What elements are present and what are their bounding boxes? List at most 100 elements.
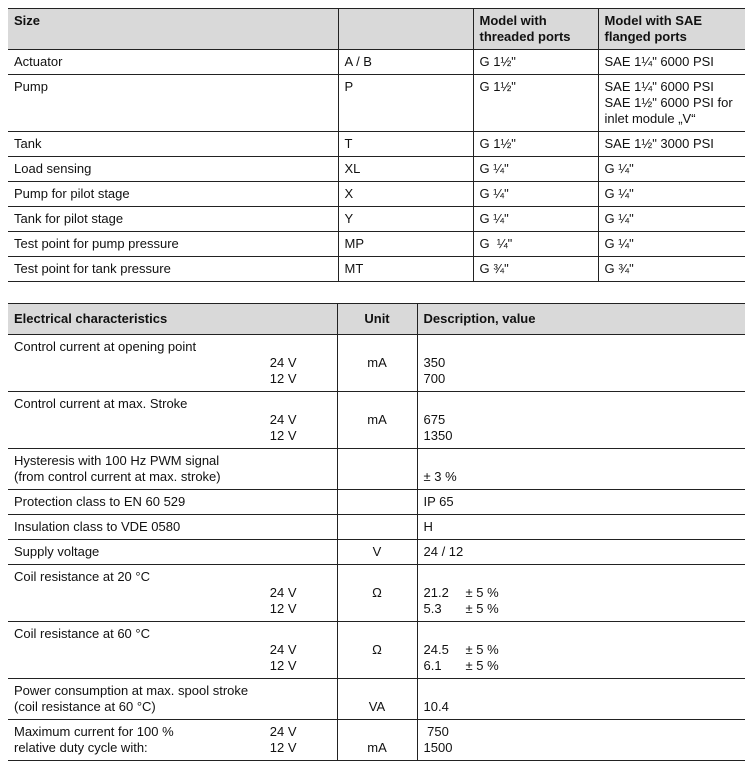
description-line: (from control current at max. stroke) bbox=[14, 469, 331, 485]
column-header: Description, value bbox=[416, 303, 745, 335]
value-line: 6.1 ± 5 % bbox=[424, 658, 740, 674]
unit-text: Ω bbox=[372, 642, 382, 657]
cell-unit bbox=[336, 514, 417, 540]
unit-text bbox=[344, 339, 411, 355]
tolerance-text: ± 5 % bbox=[465, 585, 499, 600]
value-line: ± 3 % bbox=[424, 469, 740, 485]
cell-text: G 1½" bbox=[479, 136, 516, 151]
table-row: Coil resistance at 60 °C 24 V 12 V Ω 24.5 ± 5… bbox=[8, 621, 745, 679]
value-text: IP 65 bbox=[423, 494, 454, 509]
description-text: Coil resistance at 20 °C bbox=[14, 569, 150, 584]
description-line: Hysteresis with 100 Hz PWM signal bbox=[14, 453, 331, 469]
cell-size: Actuator bbox=[8, 49, 338, 75]
cell-port: XL bbox=[337, 156, 473, 182]
electrical-table-header: Electrical characteristics Unit Descriptio… bbox=[8, 303, 745, 335]
cell-description: Hysteresis with 100 Hz PWM signal (from c… bbox=[8, 448, 337, 490]
table-row: Tank for pilot stage Y G ¼" G ¼" bbox=[8, 206, 745, 232]
ports-table: Size Model with threaded ports Model with S… bbox=[8, 8, 745, 282]
cell-unit: Ω bbox=[336, 621, 417, 679]
cell-description: Control current at max. Stroke 24 V 12 V bbox=[8, 391, 337, 449]
cell-threaded: G 1½" bbox=[472, 49, 598, 75]
value-line bbox=[424, 626, 740, 642]
value-line: 750 bbox=[424, 724, 740, 740]
cell-threaded: G ¼" bbox=[472, 206, 598, 232]
cell-sae: G ¾" bbox=[597, 256, 745, 282]
value-text: 1500 bbox=[423, 740, 453, 755]
cell-text: X bbox=[344, 186, 354, 201]
column-header: Unit bbox=[336, 303, 417, 335]
description-text: Maximum current for 100 % bbox=[14, 724, 174, 739]
value-text: 21.2 bbox=[423, 585, 449, 600]
cell-value: 750 1500 bbox=[416, 719, 745, 761]
unit-text bbox=[344, 396, 411, 412]
value-line: 700 bbox=[424, 371, 740, 387]
cell-value: 24 / 12 bbox=[416, 539, 745, 565]
cell-text: Load sensing bbox=[14, 161, 92, 176]
header-line: Model with bbox=[479, 13, 547, 28]
table-row: Pump for pilot stage X G ¼" G ¼" bbox=[8, 181, 745, 207]
cell-value: 21.2 ± 5 % 5.3 ± 5 % bbox=[416, 564, 745, 622]
voltage-label: 12 V bbox=[269, 658, 297, 673]
cell-text: G 1½" bbox=[479, 54, 516, 69]
cell-description: Insulation class to VDE 0580 bbox=[8, 514, 337, 540]
cell-text: T bbox=[344, 136, 353, 151]
cell-unit: Ω bbox=[336, 564, 417, 622]
description-line: 24 V bbox=[14, 642, 331, 658]
cell-threaded: G ¼" bbox=[472, 156, 598, 182]
description-line: relative duty cycle with: 12 V bbox=[14, 740, 331, 756]
table-row: Hysteresis with 100 Hz PWM signal (from c… bbox=[8, 448, 745, 490]
cell-value: IP 65 bbox=[416, 489, 745, 515]
header-line: Size bbox=[14, 13, 41, 28]
unit-text bbox=[344, 658, 411, 674]
unit-text bbox=[344, 683, 411, 699]
voltage-label: 24 V bbox=[269, 355, 297, 370]
value-line bbox=[424, 339, 740, 355]
value-text: 350 bbox=[423, 355, 446, 370]
cell-port: A / B bbox=[337, 49, 473, 75]
description-line: 24 V bbox=[14, 412, 331, 428]
table-row: Actuator A / B G 1½" SAE 1¼" 6000 PSI bbox=[8, 49, 745, 75]
cell-size: Test point for pump pressure bbox=[8, 231, 338, 257]
cell-text: G ¼" bbox=[479, 161, 509, 176]
cell-text: G ¾" bbox=[479, 261, 509, 276]
cell-sae: G ¼" bbox=[597, 231, 745, 257]
value-text: 700 bbox=[423, 371, 446, 386]
cell-sae: SAE 1¼" 6000 PSI SAE 1½" 6000 PSI for inle… bbox=[597, 74, 745, 132]
cell-text: Tank bbox=[14, 136, 42, 151]
cell-port: X bbox=[337, 181, 473, 207]
description-line: Coil resistance at 20 °C bbox=[14, 569, 331, 585]
cell-text: G ¼" bbox=[479, 236, 513, 251]
unit-text bbox=[344, 371, 411, 387]
table-row: Insulation class to VDE 0580 H bbox=[8, 514, 745, 540]
unit-text bbox=[344, 626, 411, 642]
description-text: Insulation class to VDE 0580 bbox=[14, 519, 181, 534]
cell-sae: G ¼" bbox=[597, 206, 745, 232]
description-line: Maximum current for 100 % 24 V bbox=[14, 724, 331, 740]
value-text: 5.3 bbox=[423, 601, 442, 616]
cell-port: T bbox=[337, 131, 473, 157]
value-text: 10.4 bbox=[423, 699, 449, 714]
value-line: 24 / 12 bbox=[424, 544, 740, 560]
table-row: Coil resistance at 20 °C 24 V 12 V Ω 21.2 ± 5… bbox=[8, 564, 745, 622]
cell-unit: mA bbox=[336, 334, 417, 392]
voltage-label: 12 V bbox=[269, 371, 297, 386]
cell-text: G ¼" bbox=[604, 161, 634, 176]
cell-text: SAE 1¼" 6000 PSI bbox=[604, 79, 714, 94]
value-line bbox=[424, 569, 740, 585]
value-line bbox=[424, 396, 740, 412]
ports-table-header: Size Model with threaded ports Model with S… bbox=[8, 8, 745, 50]
cell-text: G ¼" bbox=[479, 186, 509, 201]
value-text: H bbox=[423, 519, 433, 534]
cell-unit: mA bbox=[336, 391, 417, 449]
cell-text: G ¼" bbox=[479, 211, 509, 226]
voltage-label: 24 V bbox=[269, 642, 297, 657]
description-line: Coil resistance at 60 °C bbox=[14, 626, 331, 642]
cell-text: Tank for pilot stage bbox=[14, 211, 124, 226]
cell-text: G ¼" bbox=[604, 211, 634, 226]
value-line: IP 65 bbox=[424, 494, 740, 510]
value-line: 5.3 ± 5 % bbox=[424, 601, 740, 617]
cell-description: Supply voltage bbox=[8, 539, 337, 565]
description-text: Hysteresis with 100 Hz PWM signal bbox=[14, 453, 220, 468]
table-row: Test point for tank pressure MT G ¾" G ¾" bbox=[8, 256, 745, 282]
description-text: Supply voltage bbox=[14, 544, 100, 559]
